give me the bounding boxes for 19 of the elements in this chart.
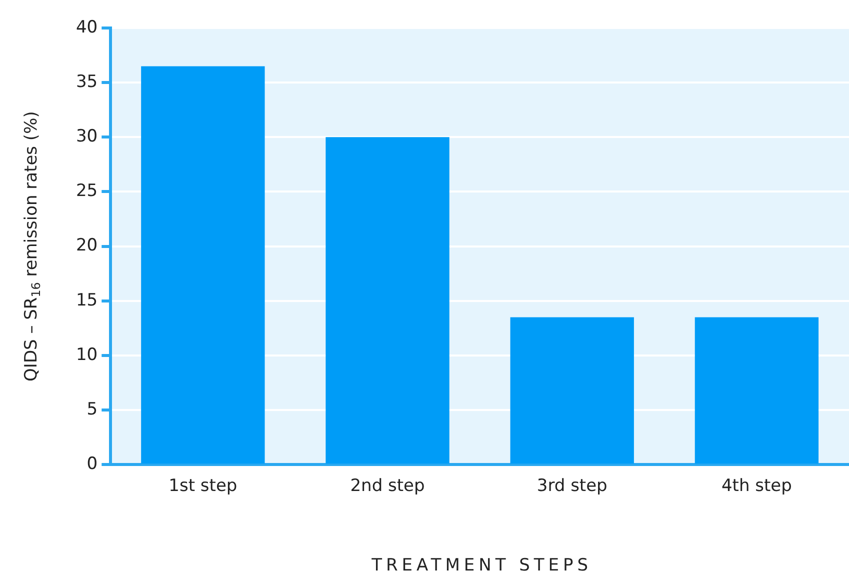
y-tick-label: 35: [76, 72, 98, 92]
x-tick-label: 1st step: [168, 476, 238, 496]
y-tick-label: 5: [86, 399, 98, 420]
x-tick-label: 3rd step: [536, 476, 608, 496]
y-tick-label: 40: [76, 17, 98, 38]
x-tick-label: 2nd step: [350, 476, 425, 496]
x-axis-title: TREATMENT STEPS: [370, 555, 592, 576]
bar: [510, 317, 634, 464]
x-tick-label: 4th step: [721, 476, 792, 496]
bar: [141, 66, 265, 464]
y-tick-label: 0: [86, 454, 98, 474]
y-tick-label: 10: [76, 344, 98, 365]
y-tick-label: 20: [76, 236, 98, 256]
y-tick-label: 25: [76, 181, 98, 202]
bar: [694, 317, 819, 464]
bar: [326, 137, 450, 464]
y-tick-label: 15: [76, 290, 98, 310]
y-axis-title: QIDS – SR16 remission rates (%): [21, 111, 44, 382]
y-tick-label: 30: [76, 126, 98, 147]
